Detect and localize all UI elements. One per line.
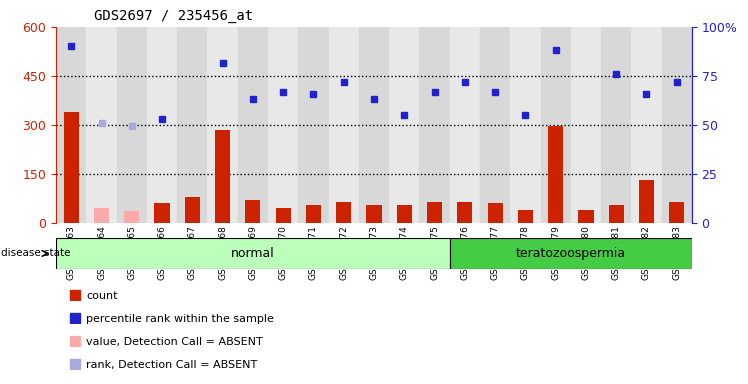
Bar [207,27,238,223]
Bar [215,130,230,223]
Bar [64,112,79,223]
Bar [420,27,450,223]
Bar [56,238,450,269]
Bar [185,197,200,223]
Bar [336,202,352,223]
Bar [298,27,328,223]
Bar [245,200,260,223]
Bar [94,208,109,223]
Bar [639,180,654,223]
Bar [359,27,389,223]
Bar [306,205,321,223]
Bar [367,205,381,223]
Text: percentile rank within the sample: percentile rank within the sample [86,314,274,324]
Bar [389,27,420,223]
Bar [669,202,684,223]
Bar [457,202,473,223]
Text: normal: normal [231,247,275,260]
Text: rank, Detection Call = ABSENT: rank, Detection Call = ABSENT [86,360,257,370]
Bar [124,211,139,223]
Bar [571,27,601,223]
Bar [601,27,631,223]
Text: value, Detection Call = ABSENT: value, Detection Call = ABSENT [86,337,263,347]
Text: GDS2697 / 235456_at: GDS2697 / 235456_at [94,9,253,23]
Bar [480,27,510,223]
Bar [268,27,298,223]
Bar [510,27,541,223]
Bar [578,210,593,223]
Text: teratozoospermia: teratozoospermia [515,247,626,260]
Text: count: count [86,291,117,301]
Bar [518,210,533,223]
Bar [155,203,170,223]
Bar [609,205,624,223]
Bar [328,27,359,223]
Bar [238,27,268,223]
Bar [488,203,503,223]
Bar [631,27,662,223]
Bar [450,27,480,223]
Bar [427,202,442,223]
Bar [541,27,571,223]
Bar [117,27,147,223]
Bar [56,27,86,223]
Bar [177,27,207,223]
Bar [450,238,692,269]
Bar [548,126,563,223]
Bar [396,205,412,223]
Bar [86,27,117,223]
Text: disease state: disease state [1,248,70,258]
Bar [275,208,291,223]
Bar [662,27,692,223]
Bar [147,27,177,223]
